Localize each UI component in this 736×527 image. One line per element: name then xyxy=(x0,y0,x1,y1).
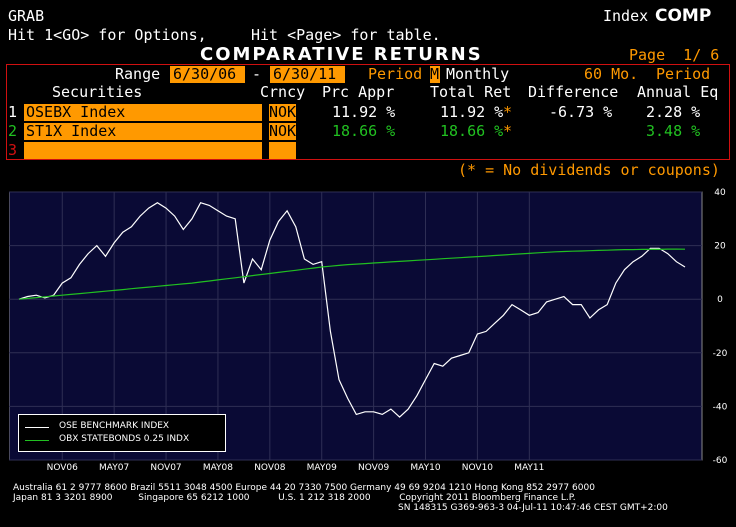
header-difference: Difference xyxy=(528,83,619,101)
x-tick-label: MAY11 xyxy=(514,463,544,472)
difference-value: -6.73 % xyxy=(549,103,613,121)
y-tick-label: 20 xyxy=(714,242,726,252)
period-value: Monthly xyxy=(446,65,510,83)
header-annual-eq: Annual Eq xyxy=(637,83,719,101)
obx-statebonds-line xyxy=(18,248,686,300)
page-indicator[interactable]: Page 1/ 6 xyxy=(629,46,720,64)
security-field[interactable]: ST1X Index xyxy=(24,123,262,140)
no-dividend-star: * xyxy=(503,122,513,140)
price-appr-value: 18.66 % xyxy=(332,122,396,140)
screen-name: GRAB xyxy=(8,7,45,25)
security-field[interactable]: OSEBX Index xyxy=(24,104,262,121)
y-tick-label: -20 xyxy=(713,349,727,359)
range-start-field[interactable]: 6/30/06 xyxy=(170,66,245,83)
footer-contacts-2: Japan 81 3 3201 8900 Singapore 65 6212 1… xyxy=(13,493,576,503)
annual-eq-value: 3.48 % xyxy=(646,122,701,140)
x-tick-label: NOV08 xyxy=(254,463,286,472)
footnote: (* = No dividends or coupons) xyxy=(458,161,720,179)
index-value: COMP xyxy=(655,6,712,26)
period2-label: Period xyxy=(656,65,711,83)
footer-contacts-1: Australia 61 2 9777 8600 Brazil 5511 304… xyxy=(13,483,595,493)
range-label: Range xyxy=(115,65,161,83)
annual-eq-value: 2.28 % xyxy=(646,103,701,121)
legend-swatch xyxy=(25,427,49,428)
price-appr-value: 11.92 % xyxy=(332,103,396,121)
row-number: 3 xyxy=(8,141,18,159)
x-tick-label: MAY09 xyxy=(307,463,337,472)
range-end-field[interactable]: 6/30/11 xyxy=(270,66,345,83)
period-label: Period xyxy=(368,65,423,83)
legend-series-1: OSE BENCHMARK INDEX xyxy=(59,421,170,431)
x-tick-label: MAY08 xyxy=(203,463,233,472)
y-tick-label: -60 xyxy=(713,456,727,466)
securities-panel xyxy=(6,64,730,160)
options-hint: Hit 1<GO> for Options, xyxy=(8,26,207,44)
currency-field[interactable]: NOK xyxy=(269,103,297,121)
header-currency: Crncy xyxy=(260,83,306,101)
chart-legend: OSE BENCHMARK INDEX OBX STATEBONDS 0.25 … xyxy=(18,414,226,452)
ose-benchmark-line xyxy=(18,201,686,418)
total-ret-value: 11.92 % xyxy=(440,103,504,121)
row-number: 2 xyxy=(8,122,18,140)
total-ret-value: 18.66 % xyxy=(440,122,504,140)
footer-serial: SN 148315 G369-963-3 04-Jul-11 10:47:46 … xyxy=(398,503,668,513)
x-tick-label: NOV07 xyxy=(150,463,181,472)
header-total-ret: Total Ret xyxy=(430,83,512,101)
index-label: Index xyxy=(603,7,649,25)
legend-swatch xyxy=(25,440,49,441)
x-tick-label: NOV10 xyxy=(462,463,494,472)
security-field[interactable] xyxy=(24,142,262,159)
range-dash: - xyxy=(252,65,262,83)
x-tick-label: MAY10 xyxy=(410,463,440,472)
currency-field[interactable] xyxy=(269,142,296,159)
currency-field[interactable]: NOK xyxy=(269,122,297,140)
header-securities: Securities xyxy=(52,83,143,101)
y-tick-label: 40 xyxy=(714,188,726,198)
page-title: COMPARATIVE RETURNS xyxy=(200,44,483,65)
table-hint: Hit <Page> for table. xyxy=(251,26,441,44)
legend-series-2: OBX STATEBONDS 0.25 INDX xyxy=(59,434,190,444)
header-price-appr: Prc Appr xyxy=(322,83,395,101)
x-tick-label: NOV06 xyxy=(47,463,79,472)
period-code-field[interactable]: M xyxy=(430,65,440,83)
x-tick-label: NOV09 xyxy=(358,463,390,472)
y-tick-label: -40 xyxy=(713,402,727,412)
no-dividend-star: * xyxy=(503,103,513,121)
row-number: 1 xyxy=(8,103,18,121)
x-tick-label: MAY07 xyxy=(99,463,129,472)
months-label: 60 Mo. xyxy=(584,65,639,83)
y-tick-label: 0 xyxy=(717,295,723,305)
